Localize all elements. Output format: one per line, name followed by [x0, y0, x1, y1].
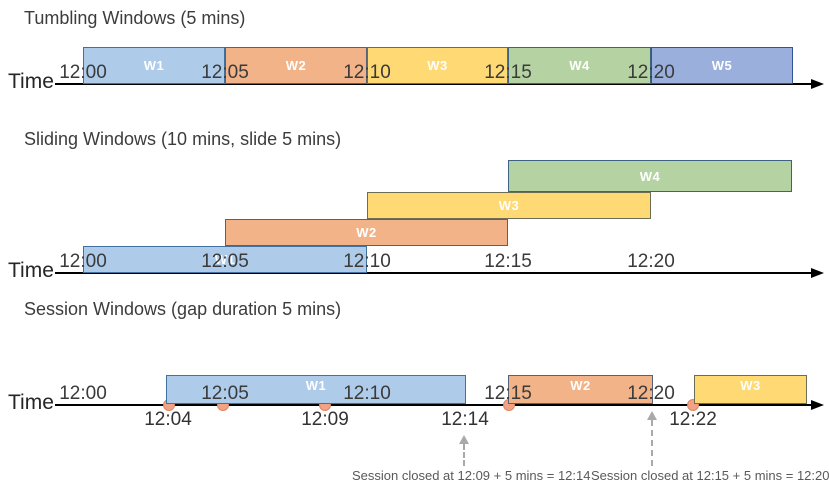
session-close-arrow-icon-1	[459, 435, 469, 444]
session-window-w1: W1	[166, 375, 466, 404]
session-window-w3: W3	[694, 375, 807, 404]
tumbling-time-axis	[55, 83, 812, 85]
window-label: W2	[356, 225, 377, 240]
sliding-time-axis-label: Time	[8, 259, 54, 282]
tumbling-tick-1200: 12:00	[59, 62, 107, 83]
session-close-annotation-2: Session closed at 12:15 + 5 mins = 12:20	[591, 468, 829, 483]
sliding-tick-1205: 12:05	[201, 251, 249, 272]
tumbling-window-w4: W4	[508, 47, 651, 84]
session-close-annotation-1: Session closed at 12:09 + 5 mins = 12:14	[352, 468, 591, 483]
tumbling-window-w1: W1	[83, 47, 225, 84]
tumbling-axis-arrow-icon	[811, 79, 824, 89]
tumbling-window-w2: W2	[225, 47, 367, 84]
window-label: W3	[740, 378, 761, 393]
window-label: W3	[427, 58, 448, 73]
window-label: W5	[711, 58, 733, 73]
session-close-arrow-line-2	[651, 420, 653, 466]
sliding-window-w1: W1	[83, 246, 367, 273]
tumbling-tick-1205: 12:05	[201, 62, 249, 83]
session-time-axis-label: Time	[8, 391, 54, 414]
sliding-tick-1200: 12:00	[59, 251, 107, 272]
sliding-axis-arrow-icon	[811, 268, 824, 278]
sliding-section-title: Sliding Windows (10 mins, slide 5 mins)	[24, 129, 342, 149]
event-label-1209: 12:09	[301, 409, 349, 430]
window-label: W4	[569, 58, 590, 73]
session-section-title: Session Windows (gap duration 5 mins)	[24, 299, 342, 319]
tumbling-tick-1210: 12:10	[343, 62, 391, 83]
sliding-tick-1215: 12:15	[484, 251, 532, 272]
sliding-window-w2: W2	[225, 219, 508, 246]
event-label-1214: 12:14	[441, 409, 489, 430]
session-tick-1215: 12:15	[484, 383, 532, 404]
window-label: W2	[285, 58, 307, 73]
sliding-window-w4: W4	[508, 160, 792, 192]
session-tick-1210: 12:10	[343, 383, 391, 404]
window-label: W4	[639, 168, 661, 184]
sliding-tick-1220: 12:20	[627, 251, 675, 272]
tumbling-window-w5: W5	[651, 47, 793, 84]
session-tick-1205: 12:05	[201, 383, 249, 404]
window-label: W2	[570, 378, 591, 393]
sliding-window-w3: W3	[367, 192, 651, 219]
tumbling-time-axis-label: Time	[8, 70, 54, 93]
window-label: W3	[498, 198, 520, 213]
event-label-1204: 12:04	[144, 409, 192, 430]
tumbling-tick-1215: 12:15	[484, 62, 532, 83]
window-label: W1	[214, 252, 236, 267]
session-close-arrow-icon-2	[647, 411, 657, 420]
session-time-axis	[55, 404, 812, 406]
tumbling-section-title: Tumbling Windows (5 mins)	[24, 8, 246, 28]
sliding-time-axis	[55, 272, 812, 274]
session-window-w2: W2	[508, 375, 653, 404]
tumbling-window-w3: W3	[367, 47, 508, 84]
event-label-1222: 12:22	[669, 409, 717, 430]
window-label: W1	[305, 378, 327, 393]
sliding-tick-1210: 12:10	[343, 251, 391, 272]
tumbling-tick-1220: 12:20	[627, 62, 675, 83]
session-close-arrow-line-1	[463, 444, 465, 466]
session-tick-1220: 12:20	[627, 383, 675, 404]
session-axis-arrow-icon	[811, 400, 824, 410]
session-tick-1200: 12:00	[59, 383, 107, 404]
window-label: W1	[143, 58, 165, 73]
